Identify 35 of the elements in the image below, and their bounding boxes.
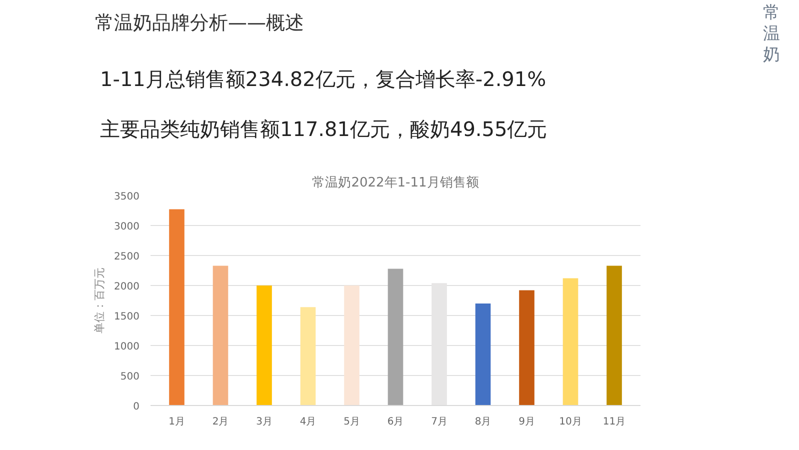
y-tick-label: 3000 <box>114 222 140 232</box>
y-tick-label: 500 <box>120 372 140 382</box>
x-tick-label: 3月 <box>256 416 272 428</box>
bar <box>388 268 404 406</box>
bar <box>606 266 622 406</box>
y-tick-label: 3500 <box>114 192 140 202</box>
x-tick-label: 7月 <box>431 416 448 428</box>
x-tick-label: 1月 <box>168 416 185 428</box>
x-tick-label: 5月 <box>344 416 360 428</box>
bar <box>344 286 360 406</box>
x-tick-label: 6月 <box>387 416 404 428</box>
y-tick-label: 2500 <box>114 252 140 262</box>
bar <box>475 304 491 406</box>
y-tick-label: 0 <box>133 402 140 412</box>
bar <box>256 286 272 406</box>
x-tick-label: 11月 <box>602 416 626 428</box>
y-tick-label: 1000 <box>114 342 140 352</box>
chart-title: 常温奶2022年1-11月销售额 <box>312 176 479 190</box>
x-tick-label: 10月 <box>559 416 582 428</box>
x-tick-label: 9月 <box>518 416 535 428</box>
x-tick-label: 4月 <box>300 416 316 428</box>
bar <box>212 266 228 406</box>
bar <box>169 209 184 406</box>
bar <box>300 307 316 406</box>
y-axis-title: 单位：百万元 <box>93 268 106 334</box>
y-tick-label: 2000 <box>114 282 140 292</box>
x-tick-label: 8月 <box>474 416 492 428</box>
bar <box>519 290 534 406</box>
y-tick-label: 1500 <box>114 312 140 322</box>
x-tick-label: 2月 <box>212 416 229 428</box>
text: 常温奶 <box>763 3 780 66</box>
bar <box>562 278 578 406</box>
text: 常温奶品牌分析——概述 <box>95 11 304 36</box>
text: 主要品类纯奶销售额117.81亿元，酸奶49.55亿元 <box>100 116 548 143</box>
text: 1-11月总销售额234.82亿元，复合增长率-2.91% <box>100 66 546 93</box>
